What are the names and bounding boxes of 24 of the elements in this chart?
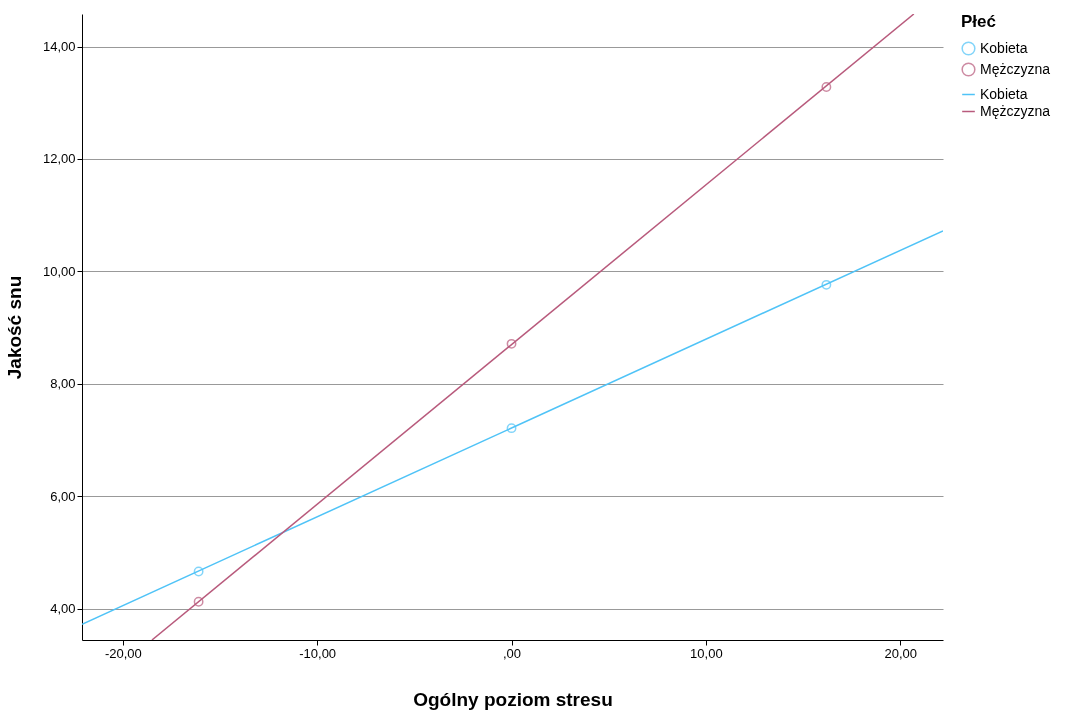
legend-label: Kobieta xyxy=(980,85,1028,102)
legend-label: Kobieta xyxy=(980,39,1028,56)
x-tick-label: -10,00 xyxy=(299,645,337,661)
y-tick-label: 4,00 xyxy=(50,601,76,617)
y-tick-label: 12,00 xyxy=(42,151,76,167)
point xyxy=(506,423,517,434)
y-tick-label: 14,00 xyxy=(42,39,76,55)
y-tick-label: 6,00 xyxy=(50,488,76,504)
point xyxy=(821,279,832,290)
point xyxy=(506,338,517,349)
y-axis-title: Jakość snu xyxy=(3,275,25,380)
legend-label: Mężczyzna xyxy=(980,102,1051,119)
point xyxy=(193,566,204,577)
x-tick-label: 20,00 xyxy=(884,645,918,661)
legend-title: Płeć xyxy=(961,12,996,31)
point xyxy=(193,596,204,607)
x-axis-title: Ogólny poziom stresu xyxy=(413,688,613,710)
x-tick-label: -20,00 xyxy=(104,645,142,661)
legend-label: Mężczyzna xyxy=(980,60,1051,77)
y-tick-label: 10,00 xyxy=(42,263,76,279)
x-tick-label: ,00 xyxy=(502,645,522,661)
point xyxy=(821,82,832,92)
y-tick-label: 8,00 xyxy=(50,376,76,392)
x-tick-label: 10,00 xyxy=(690,645,723,661)
